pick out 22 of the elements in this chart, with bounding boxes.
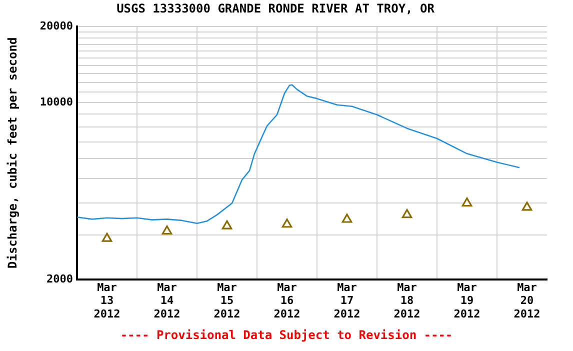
point: [162, 225, 172, 235]
point: [342, 214, 352, 223]
point: [222, 220, 232, 230]
x-tick-label: Mar 20 2012: [514, 280, 540, 320]
x-tick-label: Mar 17 2012: [334, 280, 360, 320]
point: [522, 202, 532, 211]
x-tick-label: Mar 13 2012: [94, 280, 120, 320]
point: [402, 209, 412, 218]
point: [462, 197, 472, 207]
x-tick-label: Mar 14 2012: [154, 280, 180, 320]
y-axis-title: Discharge, cubic feet per second: [5, 37, 20, 268]
x-tick-label: Mar 15 2012: [214, 280, 240, 320]
x-tick-label: Mar 19 2012: [454, 280, 480, 320]
text: ---- Provisional Data Subject to Revision ----: [120, 328, 453, 342]
y-tick-label: 2000: [46, 272, 73, 286]
x-tick-label: Mar 18 2012: [394, 280, 420, 320]
point: [102, 232, 112, 242]
y-tick-label: 10000: [40, 95, 73, 108]
y-tick-label: 20000: [40, 19, 73, 32]
x-tick-label: Mar 16 2012: [274, 280, 300, 320]
chart-title: USGS 13333000 GRANDE RONDE RIVER AT TROY, OR: [116, 1, 436, 16]
point: [282, 218, 292, 228]
